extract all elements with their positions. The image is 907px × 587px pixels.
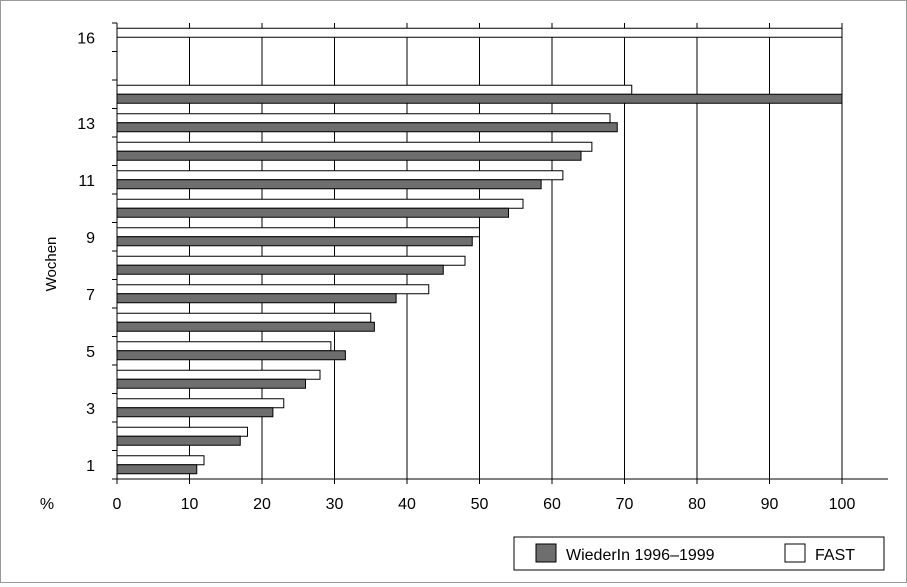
- bar-fast-week-11: [116, 170, 564, 181]
- bar-fast-week-13: [116, 113, 611, 124]
- bar-fast-week-16: [116, 27, 843, 38]
- bar-wiederin-week-4: [116, 378, 306, 389]
- bar-fast-week-6: [116, 312, 372, 323]
- legend: WiederIn 1996–1999 FAST: [513, 536, 885, 571]
- y-tick-label-7: 7: [86, 287, 95, 304]
- legend-label-fast: FAST: [815, 547, 855, 564]
- bar-fast-week-10: [116, 198, 524, 209]
- x-tick-label-90: 90: [761, 496, 779, 513]
- bar-wiederin-week-6: [116, 321, 375, 332]
- bar-wiederin-week-9: [116, 236, 473, 247]
- x-tick-label-30: 30: [326, 496, 344, 513]
- x-tick-label-40: 40: [398, 496, 416, 513]
- bar-fast-week-8: [116, 255, 466, 266]
- bar-fast-week-5: [116, 341, 332, 352]
- bar-wiederin-week-8: [116, 264, 444, 275]
- bar-wiederin-week-11: [116, 179, 542, 190]
- bar-wiederin-week-14: [116, 93, 843, 104]
- bar-wiederin-week-7: [116, 293, 397, 304]
- bar-fast-week-3: [116, 398, 285, 409]
- bar-wiederin-week-3: [116, 407, 274, 418]
- x-tick-label-10: 10: [181, 496, 199, 513]
- x-tick-labels: 0 10 20 30 40 50 60 70 80 90 100: [113, 496, 856, 513]
- bar-fast-week-9: [116, 227, 480, 238]
- x-tick-label-80: 80: [688, 496, 706, 513]
- y-tick-label-3: 3: [86, 401, 95, 418]
- x-tick-label-50: 50: [471, 496, 489, 513]
- x-axis-unit-label: %: [40, 496, 54, 513]
- x-tick-label-0: 0: [113, 496, 122, 513]
- x-tick-label-20: 20: [253, 496, 271, 513]
- bar-fast-week-4: [116, 369, 321, 380]
- bar-wiederin-week-2: [116, 435, 241, 446]
- legend-swatch-fast: [784, 543, 806, 563]
- y-tick-label-5: 5: [86, 344, 95, 361]
- y-tick-label-9: 9: [86, 230, 95, 247]
- x-tick-label-70: 70: [616, 496, 634, 513]
- bar-fast-week-1: [116, 455, 205, 466]
- bar-fast-week-14: [116, 84, 633, 95]
- legend-label-wiederin: WiederIn 1996–1999: [566, 547, 715, 564]
- y-tick-label-1: 1: [86, 458, 95, 475]
- bar-wiederin-week-1: [116, 464, 198, 475]
- legend-swatch-wiederin: [535, 543, 557, 563]
- y-tick-label-13: 13: [77, 116, 95, 133]
- bar-fast-week-12: [116, 141, 593, 152]
- y-tick-label-11: 11: [78, 173, 95, 190]
- y-tick-label-16: 16: [77, 30, 95, 47]
- axes: [112, 22, 888, 484]
- bar-wiederin-week-5: [116, 350, 346, 361]
- bar-wiederin-week-13: [116, 122, 618, 133]
- legend-box: [513, 536, 885, 571]
- bars: [116, 27, 843, 475]
- bar-fast-week-7: [116, 284, 430, 295]
- x-tick-label-100: 100: [829, 496, 856, 513]
- bar-wiederin-week-12: [116, 150, 582, 161]
- x-tick-label-60: 60: [543, 496, 561, 513]
- bar-wiederin-week-10: [116, 207, 509, 218]
- y-axis-label: Wochen: [43, 237, 60, 292]
- bar-fast-week-2: [116, 426, 248, 437]
